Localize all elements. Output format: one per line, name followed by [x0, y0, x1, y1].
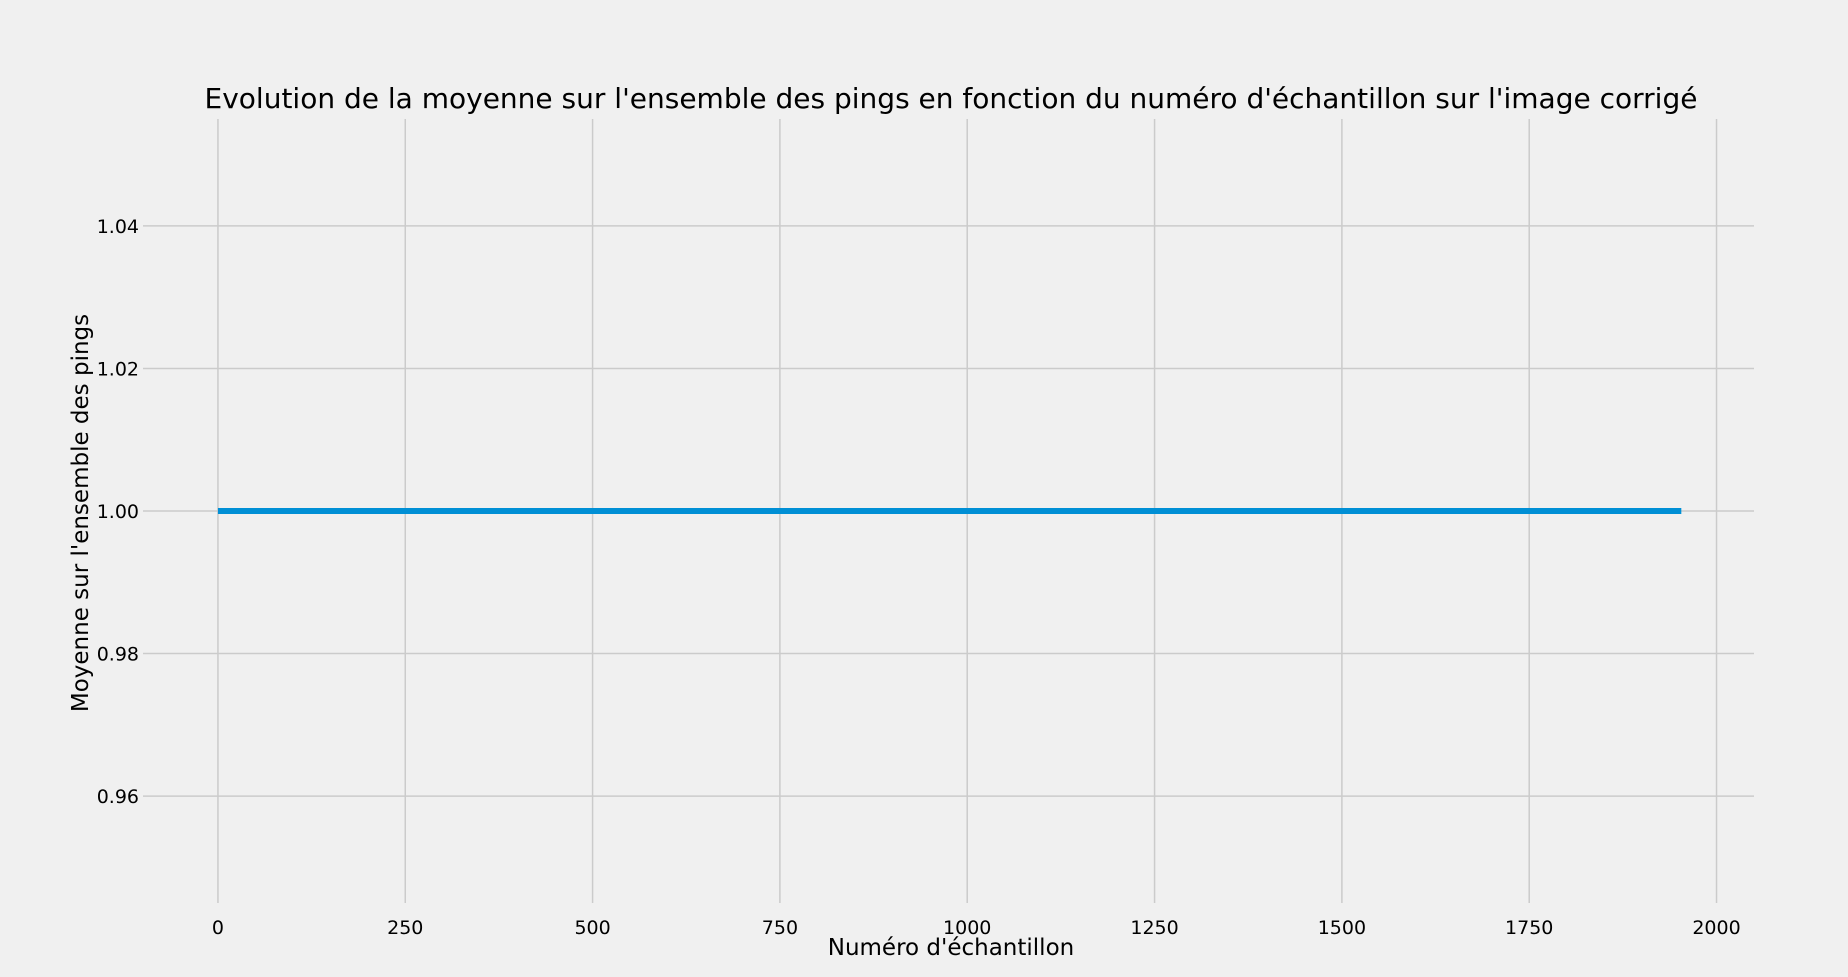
y-tick-label: 1.00 — [97, 501, 139, 523]
chart-title: Evolution de la moyenne sur l'ensemble d… — [205, 82, 1698, 115]
x-tick-label: 1750 — [1505, 917, 1553, 939]
x-tick-label: 750 — [762, 917, 798, 939]
x-tick-label: 1500 — [1318, 917, 1366, 939]
y-tick-labels: 0.96 0.98 1.00 1.02 1.04 — [97, 216, 139, 808]
y-tick-label: 0.98 — [97, 644, 139, 666]
x-tick-label: 250 — [387, 917, 423, 939]
y-axis-label: Moyenne sur l'ensemble des pings — [68, 314, 94, 712]
x-tick-label: 2000 — [1692, 917, 1740, 939]
y-tick-label: 1.04 — [97, 216, 139, 238]
x-tick-labels: 0 250 500 750 1000 1250 1500 1750 2000 — [212, 917, 1741, 939]
x-tick-label: 1250 — [1130, 917, 1178, 939]
x-tick-label: 500 — [574, 917, 610, 939]
x-tick-label: 1000 — [943, 917, 991, 939]
x-axis-label: Numéro d'échantillon — [828, 935, 1074, 961]
y-tick-label: 0.96 — [97, 786, 139, 808]
y-tick-label: 1.02 — [97, 358, 139, 380]
x-tick-label: 0 — [212, 917, 224, 939]
